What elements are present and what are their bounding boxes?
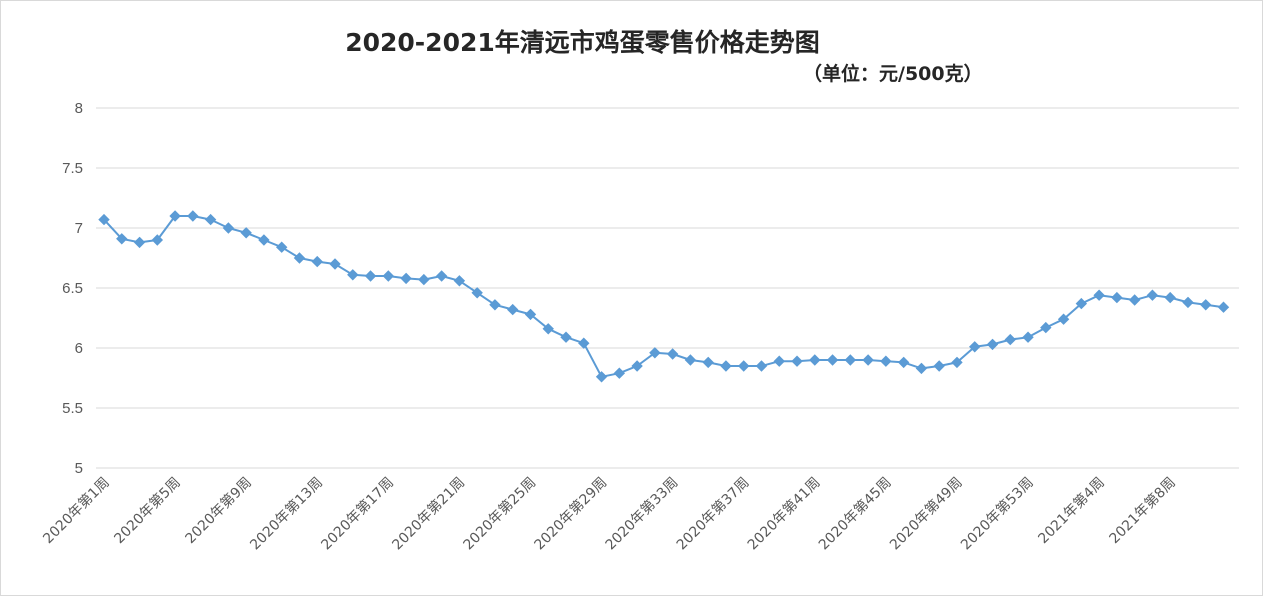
data-point	[631, 360, 643, 372]
series-price	[98, 210, 1230, 383]
series-line	[103, 215, 1224, 378]
chart-unit-subtitle: （单位：元/500克）	[803, 63, 983, 85]
data-point	[880, 355, 892, 367]
data-point	[986, 338, 999, 351]
data-point	[826, 354, 839, 366]
gridlines	[96, 107, 1239, 469]
x-tick-label: 2020年第17周	[318, 474, 398, 554]
data-point	[862, 354, 874, 366]
x-tick-label: 2020年第37周	[673, 474, 753, 554]
x-tick-label: 2020年第29周	[531, 474, 611, 554]
x-tick-label: 2020年第41周	[744, 474, 824, 554]
data-point	[1146, 289, 1159, 301]
data-point	[1093, 289, 1105, 301]
data-point	[1200, 299, 1212, 311]
data-point	[347, 269, 359, 281]
data-point	[187, 210, 199, 222]
data-point	[133, 236, 146, 249]
x-tick-label: 2020年第21周	[389, 474, 469, 554]
x-axis-ticks: 2020年第1周2020年第5周2020年第9周2020年第13周2020年第1…	[40, 474, 1179, 554]
data-point	[1022, 331, 1034, 343]
data-point	[311, 255, 323, 268]
data-point	[489, 299, 501, 311]
data-point	[222, 222, 235, 234]
data-point	[969, 341, 981, 353]
data-point	[951, 356, 963, 369]
data-point	[364, 270, 377, 282]
data-point	[738, 360, 750, 372]
y-tick-label: 8	[75, 100, 83, 117]
x-tick-label: 2020年第25周	[460, 474, 540, 554]
x-tick-label: 2020年第49周	[886, 474, 966, 554]
data-point	[1164, 291, 1176, 304]
y-tick-label: 6.5	[62, 280, 83, 297]
x-tick-label: 2020年第9周	[182, 474, 255, 547]
data-point	[1217, 301, 1230, 313]
y-tick-label: 7	[75, 220, 83, 237]
data-point	[1040, 321, 1052, 334]
data-point	[1182, 296, 1194, 309]
x-tick-label: 2021年第8周	[1106, 474, 1179, 547]
y-tick-label: 7.5	[62, 160, 83, 177]
x-tick-label: 2021年第4周	[1035, 474, 1108, 547]
data-point	[1075, 297, 1088, 310]
x-tick-label: 2020年第33周	[602, 474, 682, 554]
data-point	[560, 331, 572, 343]
data-point	[809, 354, 821, 366]
data-point	[915, 362, 928, 375]
data-point	[382, 270, 395, 282]
data-point	[542, 323, 554, 335]
data-point	[275, 241, 288, 253]
x-tick-label: 2020年第1周	[40, 474, 113, 547]
data-point	[169, 210, 181, 222]
data-point	[702, 356, 714, 369]
data-point	[524, 308, 537, 321]
data-point	[613, 367, 626, 379]
y-tick-label: 6	[75, 340, 83, 357]
data-point	[507, 303, 519, 316]
data-point	[684, 354, 697, 366]
data-point	[400, 272, 412, 285]
data-point	[755, 360, 768, 372]
data-point	[720, 360, 732, 372]
data-point	[453, 275, 466, 287]
y-axis-ticks: 5 5.5 6 6.5 7 7.5 8	[62, 100, 83, 477]
data-point	[151, 234, 164, 246]
chart-title: 2020-2021年清远市鸡蛋零售价格走势图	[345, 28, 820, 57]
data-point	[933, 360, 945, 372]
x-tick-label: 2020年第53周	[957, 474, 1037, 554]
data-point	[293, 252, 306, 264]
data-point	[578, 337, 590, 349]
x-tick-label: 2020年第13周	[247, 474, 327, 554]
data-point	[116, 233, 128, 245]
data-point	[1128, 294, 1141, 306]
data-point	[773, 355, 785, 367]
data-point	[1111, 291, 1123, 304]
data-point	[418, 273, 430, 286]
x-tick-label: 2020年第5周	[111, 474, 184, 547]
data-point	[240, 227, 252, 239]
data-point	[595, 371, 608, 383]
data-point	[98, 213, 110, 226]
y-tick-label: 5.5	[62, 400, 83, 417]
data-point	[435, 270, 448, 282]
data-point	[844, 354, 857, 366]
data-point	[329, 258, 341, 270]
y-tick-label: 5	[75, 460, 83, 477]
data-point	[1004, 333, 1016, 346]
data-point	[897, 356, 910, 369]
data-point	[1057, 313, 1070, 325]
data-point	[258, 234, 270, 246]
data-point	[471, 287, 483, 299]
data-point	[791, 355, 803, 367]
data-point	[666, 348, 679, 360]
data-point	[649, 347, 661, 359]
data-point	[204, 213, 217, 226]
x-tick-label: 2020年第45周	[815, 474, 895, 554]
